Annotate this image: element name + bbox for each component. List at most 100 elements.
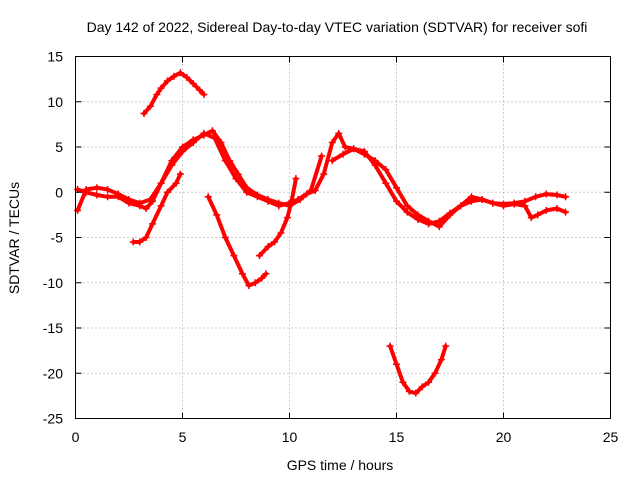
y-tick-label: 0: [55, 184, 63, 200]
series-line: [388, 344, 448, 396]
data-point: [149, 220, 157, 228]
data-point: [256, 252, 264, 260]
x-tick-label: 0: [72, 429, 80, 445]
data-point: [500, 202, 507, 210]
y-axis-label: SDTVAR / TECUs: [6, 182, 22, 294]
data-point: [527, 214, 535, 222]
data-point: [226, 157, 234, 165]
chart-title: Day 142 of 2022, Sidereal Day-to-day VTE…: [87, 19, 588, 35]
data-point: [251, 279, 259, 287]
data-point: [136, 238, 144, 246]
data-point: [221, 234, 229, 241]
data-point: [168, 157, 176, 165]
data-point: [253, 191, 261, 199]
y-tick-label: -25: [43, 411, 63, 427]
data-point: [412, 389, 420, 397]
data-point: [510, 200, 518, 208]
series-line: [75, 128, 324, 211]
data-point: [93, 184, 101, 192]
data-point: [521, 202, 529, 210]
series-arc-9: [386, 342, 450, 397]
data-point: [303, 190, 311, 198]
data-point: [437, 356, 445, 364]
data-point: [238, 270, 246, 278]
data-series: [74, 69, 570, 397]
data-point: [425, 378, 433, 386]
data-point: [553, 205, 561, 213]
series-arc-1: [74, 129, 293, 214]
data-point: [542, 206, 550, 214]
y-tick-label: -20: [43, 365, 63, 381]
y-tick-label: 10: [47, 94, 63, 110]
data-point: [318, 152, 326, 160]
data-point: [153, 91, 161, 99]
data-point: [164, 77, 172, 85]
x-tick-label: 25: [603, 429, 619, 445]
data-point: [399, 378, 407, 386]
data-point: [176, 69, 184, 77]
y-tick-label: -15: [43, 320, 63, 336]
data-point: [339, 150, 347, 158]
data-point: [104, 193, 112, 201]
data-point: [179, 143, 186, 151]
data-point: [189, 80, 197, 88]
data-point: [489, 199, 497, 207]
data-point: [140, 110, 148, 118]
series-arc-3: [129, 170, 184, 246]
data-point: [478, 195, 486, 203]
data-point: [393, 360, 400, 368]
data-point: [335, 129, 343, 137]
series-arc-8: [328, 145, 570, 228]
data-point: [275, 199, 283, 207]
data-point: [442, 342, 450, 350]
data-point: [382, 166, 390, 174]
data-point: [371, 161, 379, 169]
series-line: [206, 194, 268, 288]
data-point: [562, 193, 570, 201]
data-point: [350, 145, 358, 153]
data-point: [217, 138, 225, 146]
data-point: [213, 211, 221, 219]
data-point: [553, 191, 561, 199]
data-point: [189, 136, 197, 144]
data-point: [542, 190, 550, 198]
grid: [75, 56, 611, 419]
data-point: [200, 91, 208, 99]
data-point: [204, 193, 212, 201]
series-arc-7: [286, 129, 570, 231]
data-point: [294, 195, 302, 203]
data-point: [243, 184, 251, 192]
data-point: [208, 127, 216, 135]
data-point: [277, 229, 285, 237]
data-point: [328, 157, 336, 165]
y-tick-label: -10: [43, 275, 63, 291]
data-point: [104, 186, 112, 194]
data-point: [425, 220, 433, 228]
data-point: [245, 281, 253, 289]
data-point: [264, 195, 272, 203]
series-arc-4: [140, 69, 208, 118]
data-point: [386, 342, 394, 350]
data-point: [125, 199, 133, 207]
y-tick-label: 15: [47, 49, 63, 65]
data-point: [164, 188, 172, 196]
data-point: [292, 175, 300, 183]
data-point: [200, 131, 208, 139]
y-tick-label: -5: [51, 230, 64, 246]
data-point: [405, 387, 413, 395]
data-point: [146, 102, 154, 110]
data-point: [360, 148, 368, 156]
data-point: [82, 188, 90, 196]
data-point: [157, 202, 165, 210]
data-point: [136, 202, 144, 210]
data-point: [320, 170, 328, 178]
data-point: [234, 170, 242, 178]
data-point: [341, 143, 349, 151]
x-tick-label: 5: [179, 429, 187, 445]
data-point: [172, 179, 180, 187]
data-point: [467, 197, 475, 205]
data-point: [283, 214, 291, 222]
data-point: [196, 86, 204, 94]
data-point: [142, 205, 150, 213]
data-point: [271, 238, 279, 246]
